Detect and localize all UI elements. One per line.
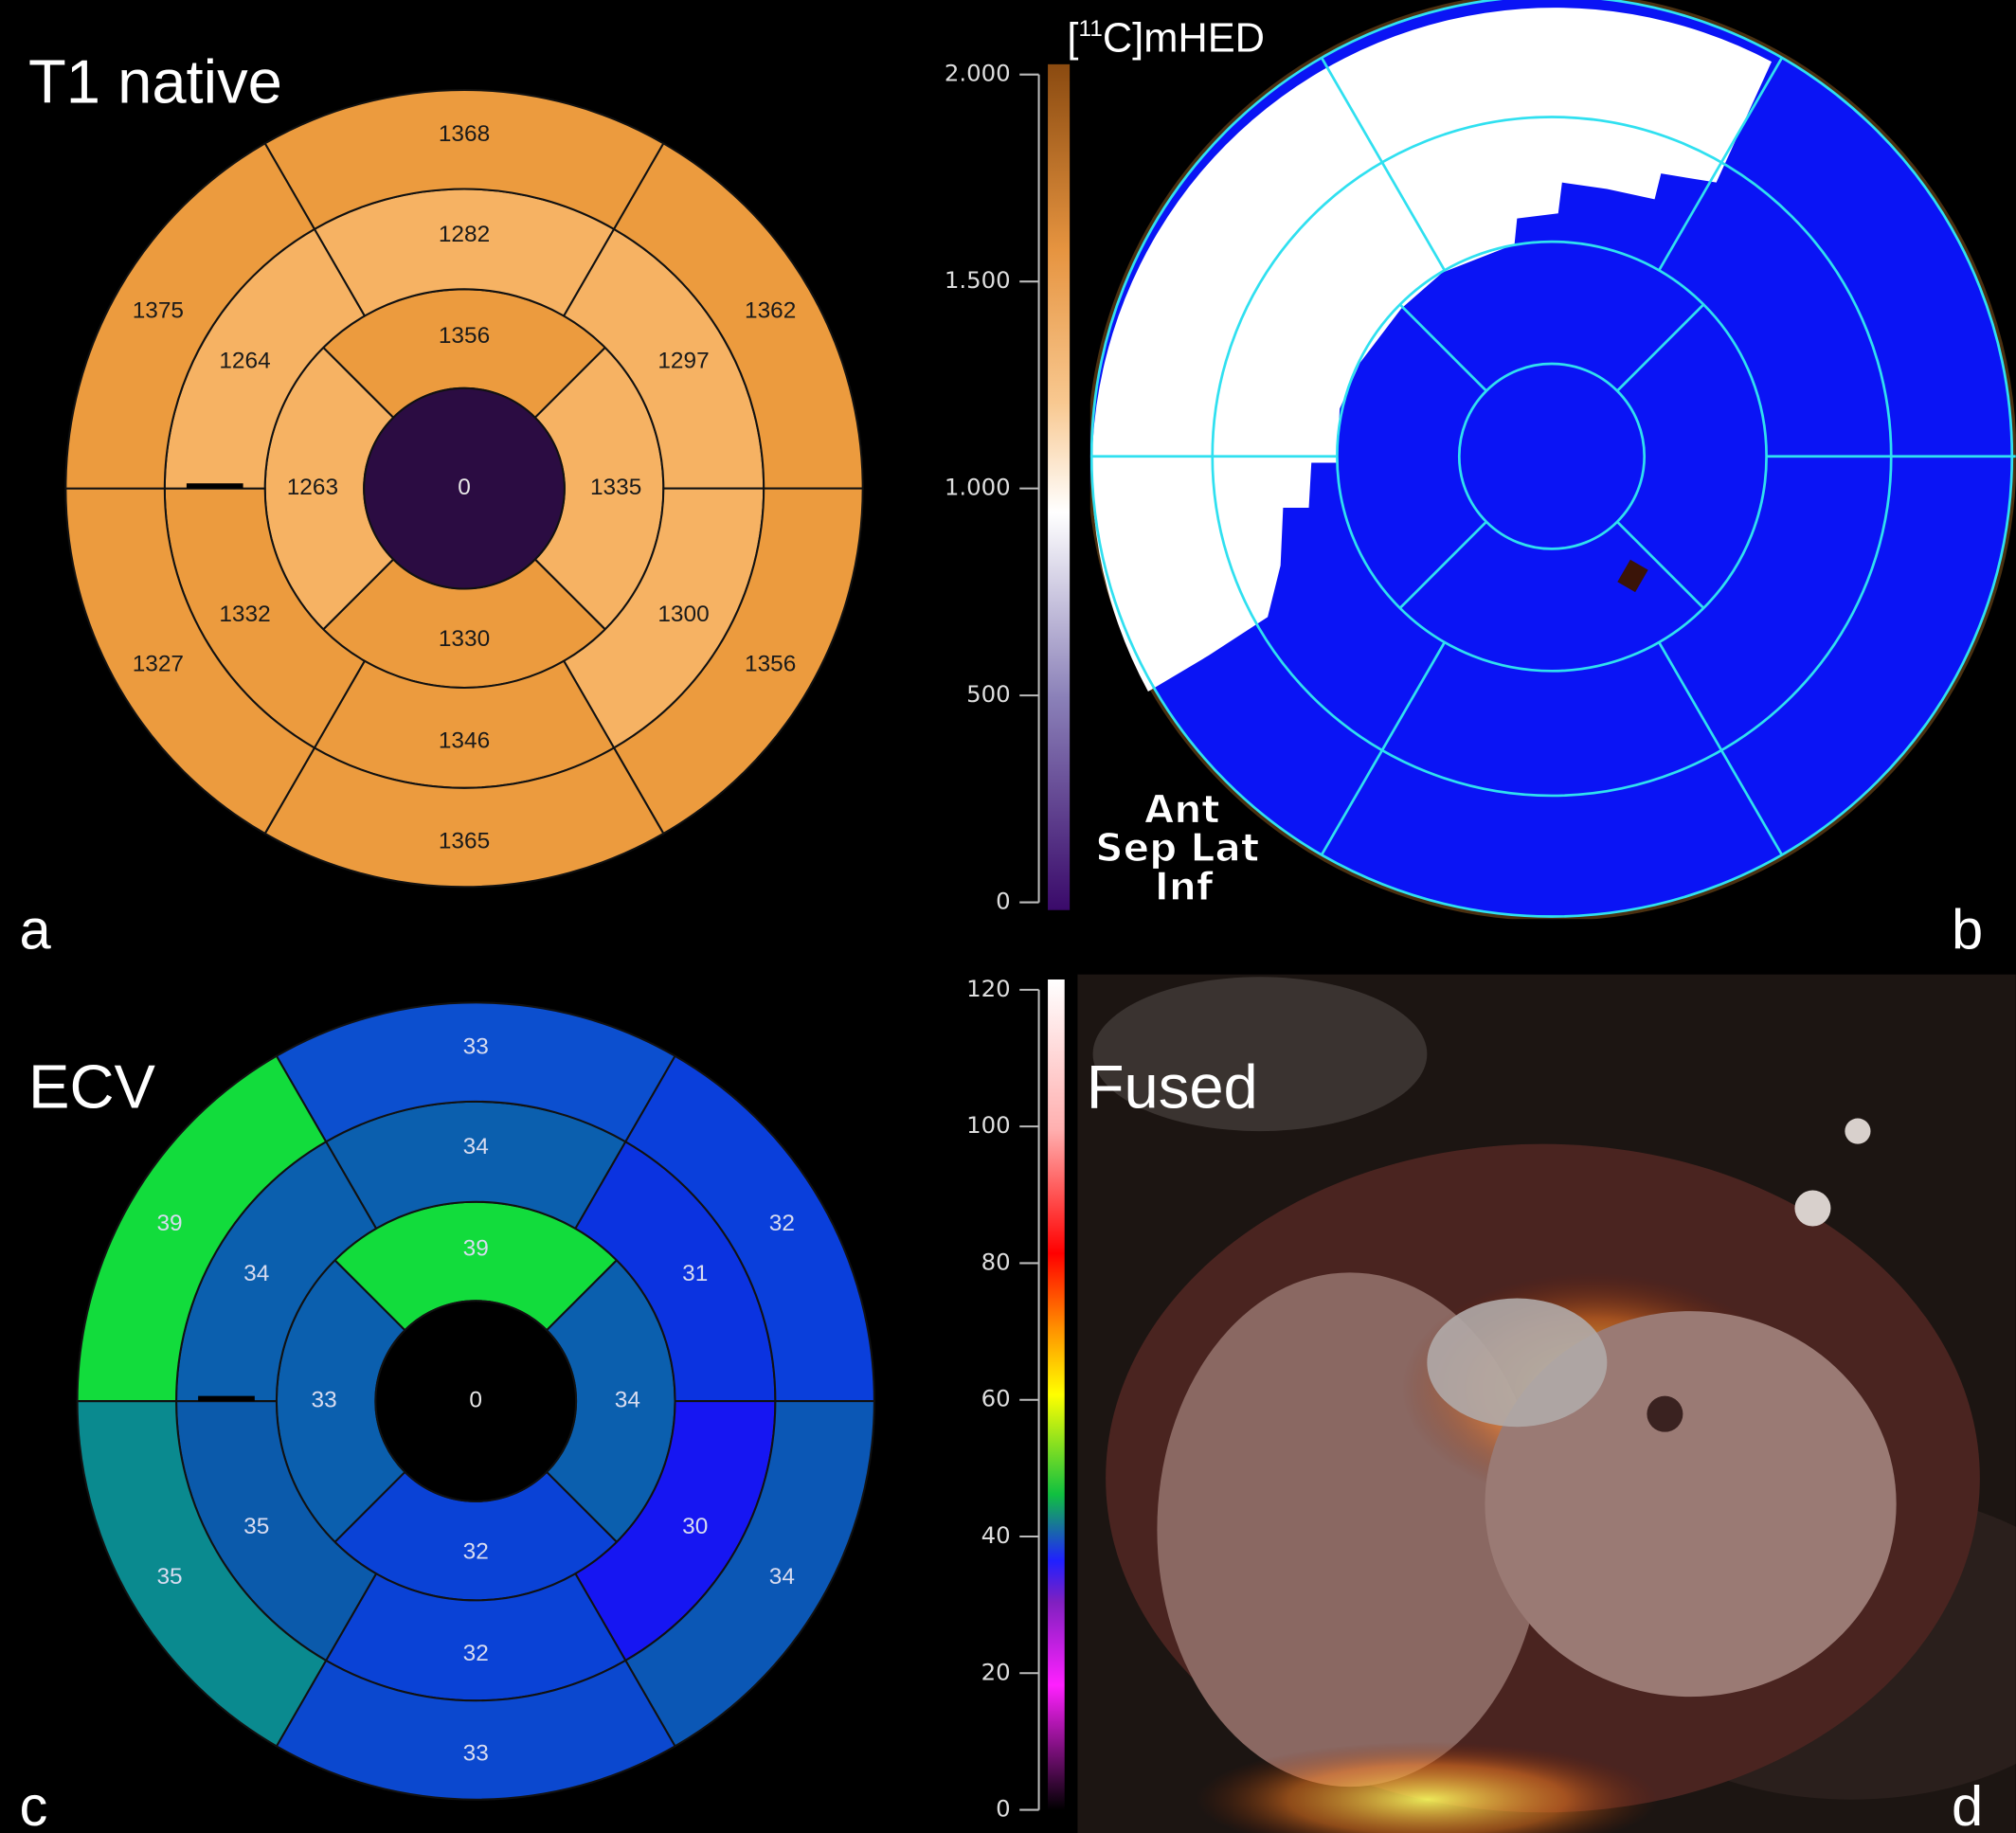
panel-letter: b <box>1952 897 1983 961</box>
segment-label: 31 <box>682 1261 708 1286</box>
segment-label: 1264 <box>219 348 270 373</box>
colorbar-title: [11C]mHED <box>1067 15 1265 61</box>
segment-label: 1327 <box>133 652 184 677</box>
orientation-label: Ant <box>1144 786 1220 832</box>
segment-label: 35 <box>156 1564 182 1590</box>
panel-title: T1 native <box>28 47 282 117</box>
apex-label: 0 <box>469 1388 482 1413</box>
tick-label: 100 <box>966 1111 1011 1139</box>
segment <box>76 1054 328 1403</box>
segment-label: 32 <box>463 1539 489 1565</box>
tick-label: 20 <box>981 1658 1011 1685</box>
segment-label: 34 <box>769 1564 795 1590</box>
segment-label: 1375 <box>133 298 184 324</box>
polar-map-b <box>1089 0 2016 920</box>
orientation-label: Sep Lat <box>1095 825 1259 871</box>
tick-label: 40 <box>981 1521 1011 1549</box>
segment-label: 1300 <box>657 602 709 627</box>
fused-image <box>1077 974 2016 1833</box>
segment-label: 39 <box>463 1235 489 1261</box>
segment-label: 1263 <box>287 475 338 500</box>
apex <box>374 1300 578 1502</box>
segment-label: 34 <box>463 1134 489 1159</box>
segment <box>64 141 316 490</box>
title-part: C]mHED <box>1103 15 1265 61</box>
apex <box>363 386 566 590</box>
segment-label: 34 <box>615 1388 640 1413</box>
spot <box>1617 559 1648 593</box>
title-sup: 11 <box>1078 16 1102 42</box>
segment-label: 33 <box>463 1033 489 1059</box>
segment-label: 33 <box>312 1388 337 1413</box>
segment-label: 32 <box>463 1641 489 1666</box>
tick-label: 120 <box>966 975 1011 1002</box>
panel-letter: c <box>20 1774 48 1833</box>
tick-label: 2.000 <box>945 60 1011 87</box>
segment-label: 1332 <box>219 602 270 627</box>
defect-region <box>1091 8 1773 692</box>
tick-label: 0 <box>996 1795 1011 1823</box>
segment-label: 1365 <box>439 828 490 854</box>
tick-label: 80 <box>981 1248 1011 1275</box>
panel-title: ECV <box>28 1052 155 1122</box>
panel-title: Fused <box>1087 1052 1258 1122</box>
segment-label: 30 <box>682 1514 708 1539</box>
segment-label: 1297 <box>657 348 709 373</box>
tick-label: 0 <box>996 888 1011 915</box>
title-part: [ <box>1067 15 1078 61</box>
segment-label: 1346 <box>439 728 490 753</box>
segment-label: 1330 <box>439 626 490 652</box>
segment-label: 35 <box>243 1514 269 1539</box>
panel-letter: a <box>20 897 52 961</box>
segment-lines <box>1089 0 2016 918</box>
segment-label: 1368 <box>439 121 490 147</box>
panel-letter: d <box>1952 1774 1983 1833</box>
segment-label: 34 <box>243 1261 269 1286</box>
tick-label: 1.000 <box>945 474 1011 501</box>
apex-label: 0 <box>458 475 471 500</box>
tick-label: 1.500 <box>945 266 1011 294</box>
colorbar-b <box>1048 63 1071 910</box>
segment-label: 32 <box>769 1211 795 1236</box>
segment-label: 1356 <box>439 323 490 349</box>
tick-label: 500 <box>966 680 1011 708</box>
tick-label: 60 <box>981 1385 1011 1412</box>
segment-label: 1335 <box>590 475 641 500</box>
orientation-label: Inf <box>1155 864 1215 909</box>
segment-label: 1356 <box>745 652 796 677</box>
segment-label: 33 <box>463 1741 489 1767</box>
colorbar-d <box>1048 979 1065 1810</box>
segment-label: 1282 <box>439 222 490 247</box>
segment-label: 39 <box>156 1211 182 1236</box>
segment-label: 1362 <box>745 298 796 324</box>
